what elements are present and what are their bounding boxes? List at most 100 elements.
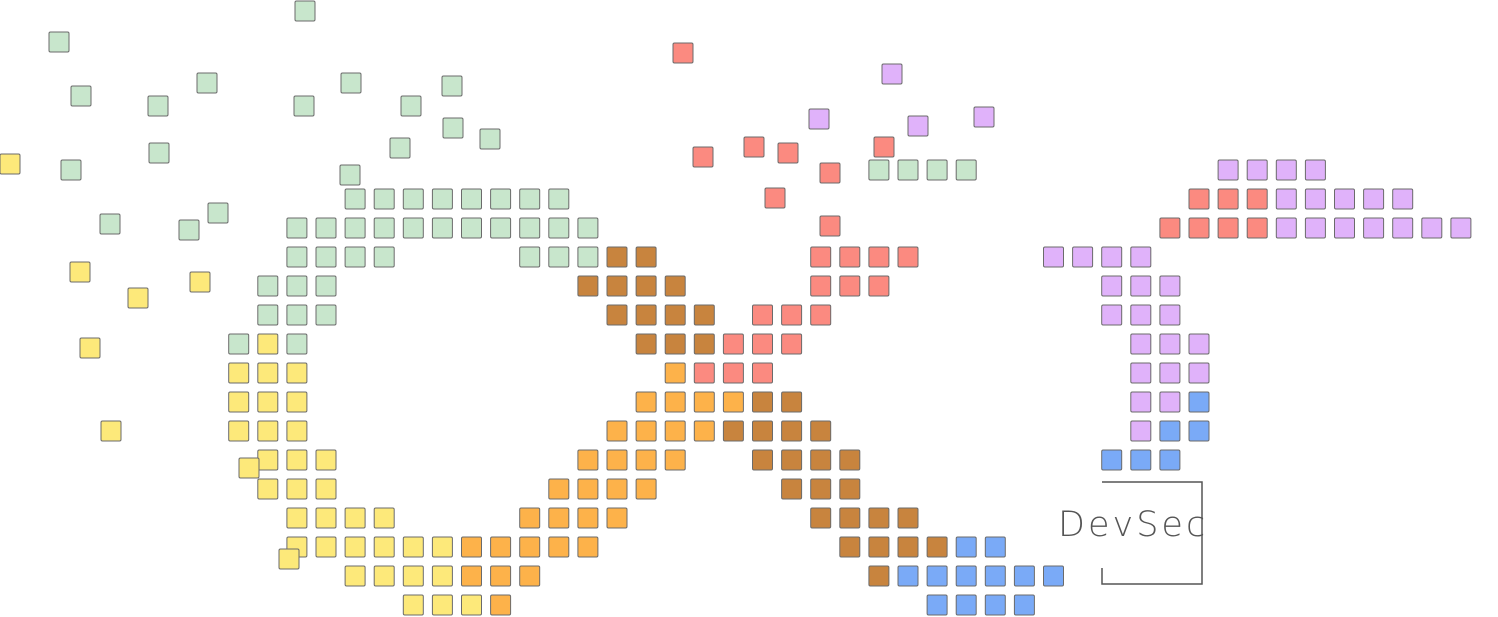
mint-tile xyxy=(461,217,482,239)
brown-tile xyxy=(664,304,686,326)
lavender-tile xyxy=(1130,420,1152,442)
salmon-tile xyxy=(868,246,890,268)
mint-tile xyxy=(868,159,890,181)
yellow-tile xyxy=(431,594,453,616)
yellow-tile xyxy=(278,548,300,570)
brown-tile xyxy=(693,333,715,355)
lavender-tile xyxy=(1101,275,1123,297)
mint-tile xyxy=(955,159,977,181)
salmon-tile xyxy=(1188,217,1210,239)
yellow-tile xyxy=(257,420,279,442)
orange-tile xyxy=(664,420,686,442)
salmon-tile xyxy=(752,362,773,384)
blue-tile xyxy=(984,594,1006,616)
lavender-tile xyxy=(1159,362,1181,384)
brown-tile xyxy=(839,507,861,529)
mint-tile xyxy=(286,333,308,355)
brown-tile xyxy=(606,275,628,297)
mint-tile xyxy=(315,275,337,297)
yellow-tile xyxy=(257,478,279,500)
yellow-tile xyxy=(228,362,250,384)
yellow-tile xyxy=(402,565,424,587)
salmon-tile xyxy=(1217,188,1239,210)
brown-tile xyxy=(606,304,628,326)
mint-tile xyxy=(548,246,570,268)
blue-tile xyxy=(897,565,919,587)
yellow-tile xyxy=(228,391,250,413)
mint-tile xyxy=(441,75,463,97)
brown-tile xyxy=(810,420,832,442)
orange-tile xyxy=(635,420,657,442)
lavender-tile xyxy=(1101,304,1123,326)
mint-tile xyxy=(196,72,218,94)
logo-frame xyxy=(1101,481,1203,585)
yellow-tile xyxy=(431,536,453,558)
yellow-tile xyxy=(286,449,308,471)
lavender-tile xyxy=(1043,246,1064,268)
mint-tile xyxy=(548,188,570,210)
orange-tile xyxy=(606,507,628,529)
blue-tile xyxy=(1130,449,1152,471)
mint-tile xyxy=(400,95,422,117)
blue-tile xyxy=(1013,594,1035,616)
lavender-tile xyxy=(1159,333,1181,355)
brown-tile xyxy=(897,536,919,558)
yellow-tile xyxy=(286,478,308,500)
mint-tile xyxy=(70,85,92,107)
lavender-tile xyxy=(808,108,830,130)
salmon-tile xyxy=(1188,188,1210,210)
mint-tile xyxy=(207,202,229,224)
lavender-tile xyxy=(1101,246,1123,268)
lavender-tile xyxy=(1450,217,1472,239)
yellow-tile xyxy=(79,337,101,359)
mint-tile xyxy=(442,117,464,139)
salmon-tile xyxy=(722,333,744,355)
salmon-tile xyxy=(819,162,841,184)
salmon-tile xyxy=(873,136,895,158)
salmon-tile xyxy=(781,304,803,326)
yellow-tile xyxy=(402,536,424,558)
blue-tile xyxy=(926,565,948,587)
brown-tile xyxy=(810,507,832,529)
orange-tile xyxy=(577,536,599,558)
lavender-tile xyxy=(1304,217,1326,239)
brown-tile xyxy=(781,449,803,471)
brown-tile xyxy=(752,449,773,471)
yellow-tile xyxy=(373,565,395,587)
yellow-tile xyxy=(0,153,21,175)
mint-tile xyxy=(294,0,316,22)
brown-tile xyxy=(577,275,599,297)
salmon-tile xyxy=(897,246,919,268)
yellow-tile xyxy=(286,391,308,413)
orange-tile xyxy=(693,420,715,442)
lavender-tile xyxy=(1130,246,1152,268)
yellow-tile xyxy=(257,391,279,413)
mint-tile xyxy=(479,128,501,150)
blue-tile xyxy=(955,594,977,616)
brown-tile xyxy=(635,333,657,355)
brown-tile xyxy=(781,478,803,500)
blue-tile xyxy=(1101,449,1123,471)
lavender-tile xyxy=(1334,188,1355,210)
mint-tile xyxy=(519,246,541,268)
mint-tile xyxy=(461,188,482,210)
orange-tile xyxy=(548,478,570,500)
mint-tile xyxy=(431,188,453,210)
lavender-tile xyxy=(1275,159,1297,181)
yellow-tile xyxy=(315,536,337,558)
orange-tile xyxy=(577,449,599,471)
lavender-tile xyxy=(1421,217,1443,239)
orange-tile xyxy=(548,536,570,558)
mint-tile xyxy=(99,213,121,235)
brown-tile xyxy=(926,536,948,558)
mint-tile xyxy=(286,246,308,268)
brown-tile xyxy=(781,391,803,413)
yellow-tile xyxy=(257,333,279,355)
mint-tile xyxy=(402,217,424,239)
yellow-tile xyxy=(344,565,366,587)
lavender-tile xyxy=(1188,333,1210,355)
salmon-tile xyxy=(1217,217,1239,239)
blue-tile xyxy=(1159,449,1181,471)
salmon-tile xyxy=(693,362,715,384)
brown-tile xyxy=(752,420,773,442)
